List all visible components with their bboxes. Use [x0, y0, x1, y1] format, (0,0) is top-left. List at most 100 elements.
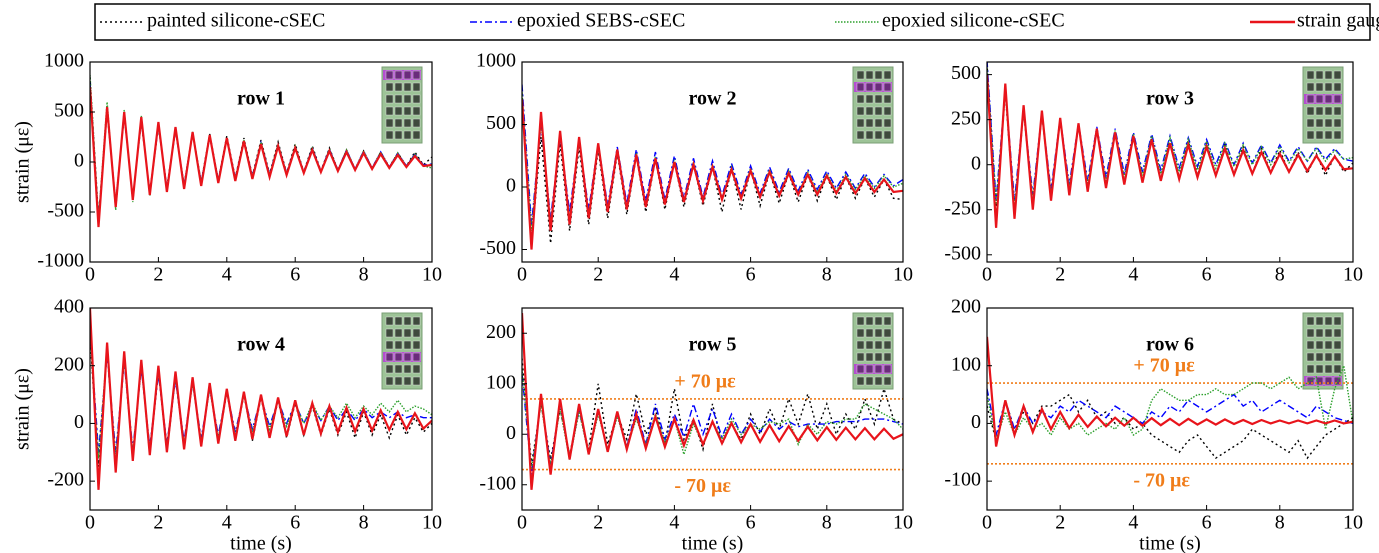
inset-board: [381, 312, 423, 390]
inset-cell: [856, 106, 865, 116]
inset-cell: [403, 316, 412, 326]
inset-cell: [1333, 340, 1342, 350]
inset-cell: [1324, 316, 1333, 326]
x-tick-label: 6: [1202, 264, 1212, 286]
inset-cell: [883, 70, 892, 80]
axes-frame: [521, 61, 904, 263]
series-line: [522, 358, 903, 465]
inset-cell: [385, 328, 394, 338]
inset-cell: [874, 364, 883, 374]
inset-cell: [1315, 118, 1324, 128]
inset-cell: [394, 352, 403, 362]
x-tick-label: 0: [982, 512, 992, 534]
subplot-title: row 6: [1146, 334, 1194, 356]
inset-cell: [856, 340, 865, 350]
subplot-title: row 1: [237, 88, 285, 110]
y-tick-label: 250: [951, 107, 981, 129]
inset-cell: [385, 352, 394, 362]
y-tick-label: 100: [951, 353, 981, 375]
reference-label: + 70 με: [674, 370, 736, 392]
subplot-title: row 3: [1146, 88, 1194, 110]
inset-cell: [865, 130, 874, 140]
x-tick-label: 6: [290, 512, 300, 534]
inset-cell: [1315, 106, 1324, 116]
inset-cell: [394, 340, 403, 350]
inset-cell: [1306, 70, 1315, 80]
inset-cell: [856, 70, 865, 80]
inset-cell: [403, 70, 412, 80]
subplot: 0 2 4 6 8 10 -500 -250 0 250 500 row 3: [944, 61, 1363, 286]
series-line: [987, 363, 1353, 441]
inset-cell: [1315, 376, 1324, 386]
x-tick-label: 2: [153, 512, 163, 534]
y-tick-label: 500: [951, 62, 981, 84]
inset-cell: [883, 106, 892, 116]
reference-label: - 70 με: [1133, 469, 1190, 491]
inset-cell: [403, 376, 412, 386]
inset-cell: [874, 118, 883, 128]
inset-cell: [1306, 82, 1315, 92]
y-tick-label: 0: [506, 175, 516, 197]
legend-label: epoxied silicone-cSEC: [882, 10, 1065, 32]
inset-cell: [385, 70, 394, 80]
series-line: [987, 67, 1353, 207]
inset-cell: [412, 376, 421, 386]
x-tick-label: 2: [593, 512, 603, 534]
legend-label: epoxied SEBS-cSEC: [517, 10, 685, 32]
inset-cell: [385, 118, 394, 128]
inset-cell: [856, 376, 865, 386]
inset-cell: [403, 130, 412, 140]
inset-cell: [1315, 70, 1324, 80]
x-tick-label: 2: [593, 264, 603, 286]
axes-frame: [986, 61, 1354, 263]
inset-cell: [1333, 316, 1342, 326]
inset-cell: [385, 316, 394, 326]
inset-cell: [874, 106, 883, 116]
inset-cell: [1315, 328, 1324, 338]
inset-cell: [1315, 82, 1324, 92]
x-tick-label: 4: [1128, 264, 1138, 286]
inset-cell: [874, 328, 883, 338]
inset-cell: [856, 316, 865, 326]
y-tick-label: 200: [951, 296, 981, 318]
axes-frame: [521, 307, 904, 511]
x-tick-label: 8: [359, 512, 369, 534]
inset-cell: [385, 340, 394, 350]
x-tick-label: 8: [1275, 512, 1285, 534]
inset-cell: [1315, 94, 1324, 104]
x-tick-label: 8: [822, 512, 832, 534]
inset-cell: [412, 316, 421, 326]
inset-cell: [883, 94, 892, 104]
series-line: [90, 308, 432, 490]
inset-cell: [865, 340, 874, 350]
inset-cell: [1324, 340, 1333, 350]
inset-cell: [403, 364, 412, 374]
y-tick-label: 100: [486, 371, 516, 393]
inset-cell: [412, 94, 421, 104]
inset-cell: [1306, 118, 1315, 128]
inset-cell: [1324, 94, 1333, 104]
inset-cell: [874, 316, 883, 326]
inset-cell: [883, 118, 892, 128]
inset-cell: [874, 130, 883, 140]
axes-frame: [986, 307, 1354, 511]
inset-cell: [883, 82, 892, 92]
inset-cell: [403, 340, 412, 350]
inset-cell: [1306, 316, 1315, 326]
inset-cell: [874, 82, 883, 92]
inset-cell: [1324, 118, 1333, 128]
inset-cell: [1324, 352, 1333, 362]
inset-cell: [394, 106, 403, 116]
inset-cell: [394, 328, 403, 338]
y-tick-label: 1000: [44, 50, 84, 72]
inset-cell: [856, 82, 865, 92]
inset-cell: [865, 316, 874, 326]
inset-cell: [1333, 118, 1342, 128]
y-tick-label: 200: [486, 321, 516, 343]
inset-cell: [1306, 130, 1315, 140]
inset-cell: [865, 70, 874, 80]
y-axis-label: strain (με): [12, 121, 34, 203]
y-tick-label: 500: [486, 112, 516, 134]
